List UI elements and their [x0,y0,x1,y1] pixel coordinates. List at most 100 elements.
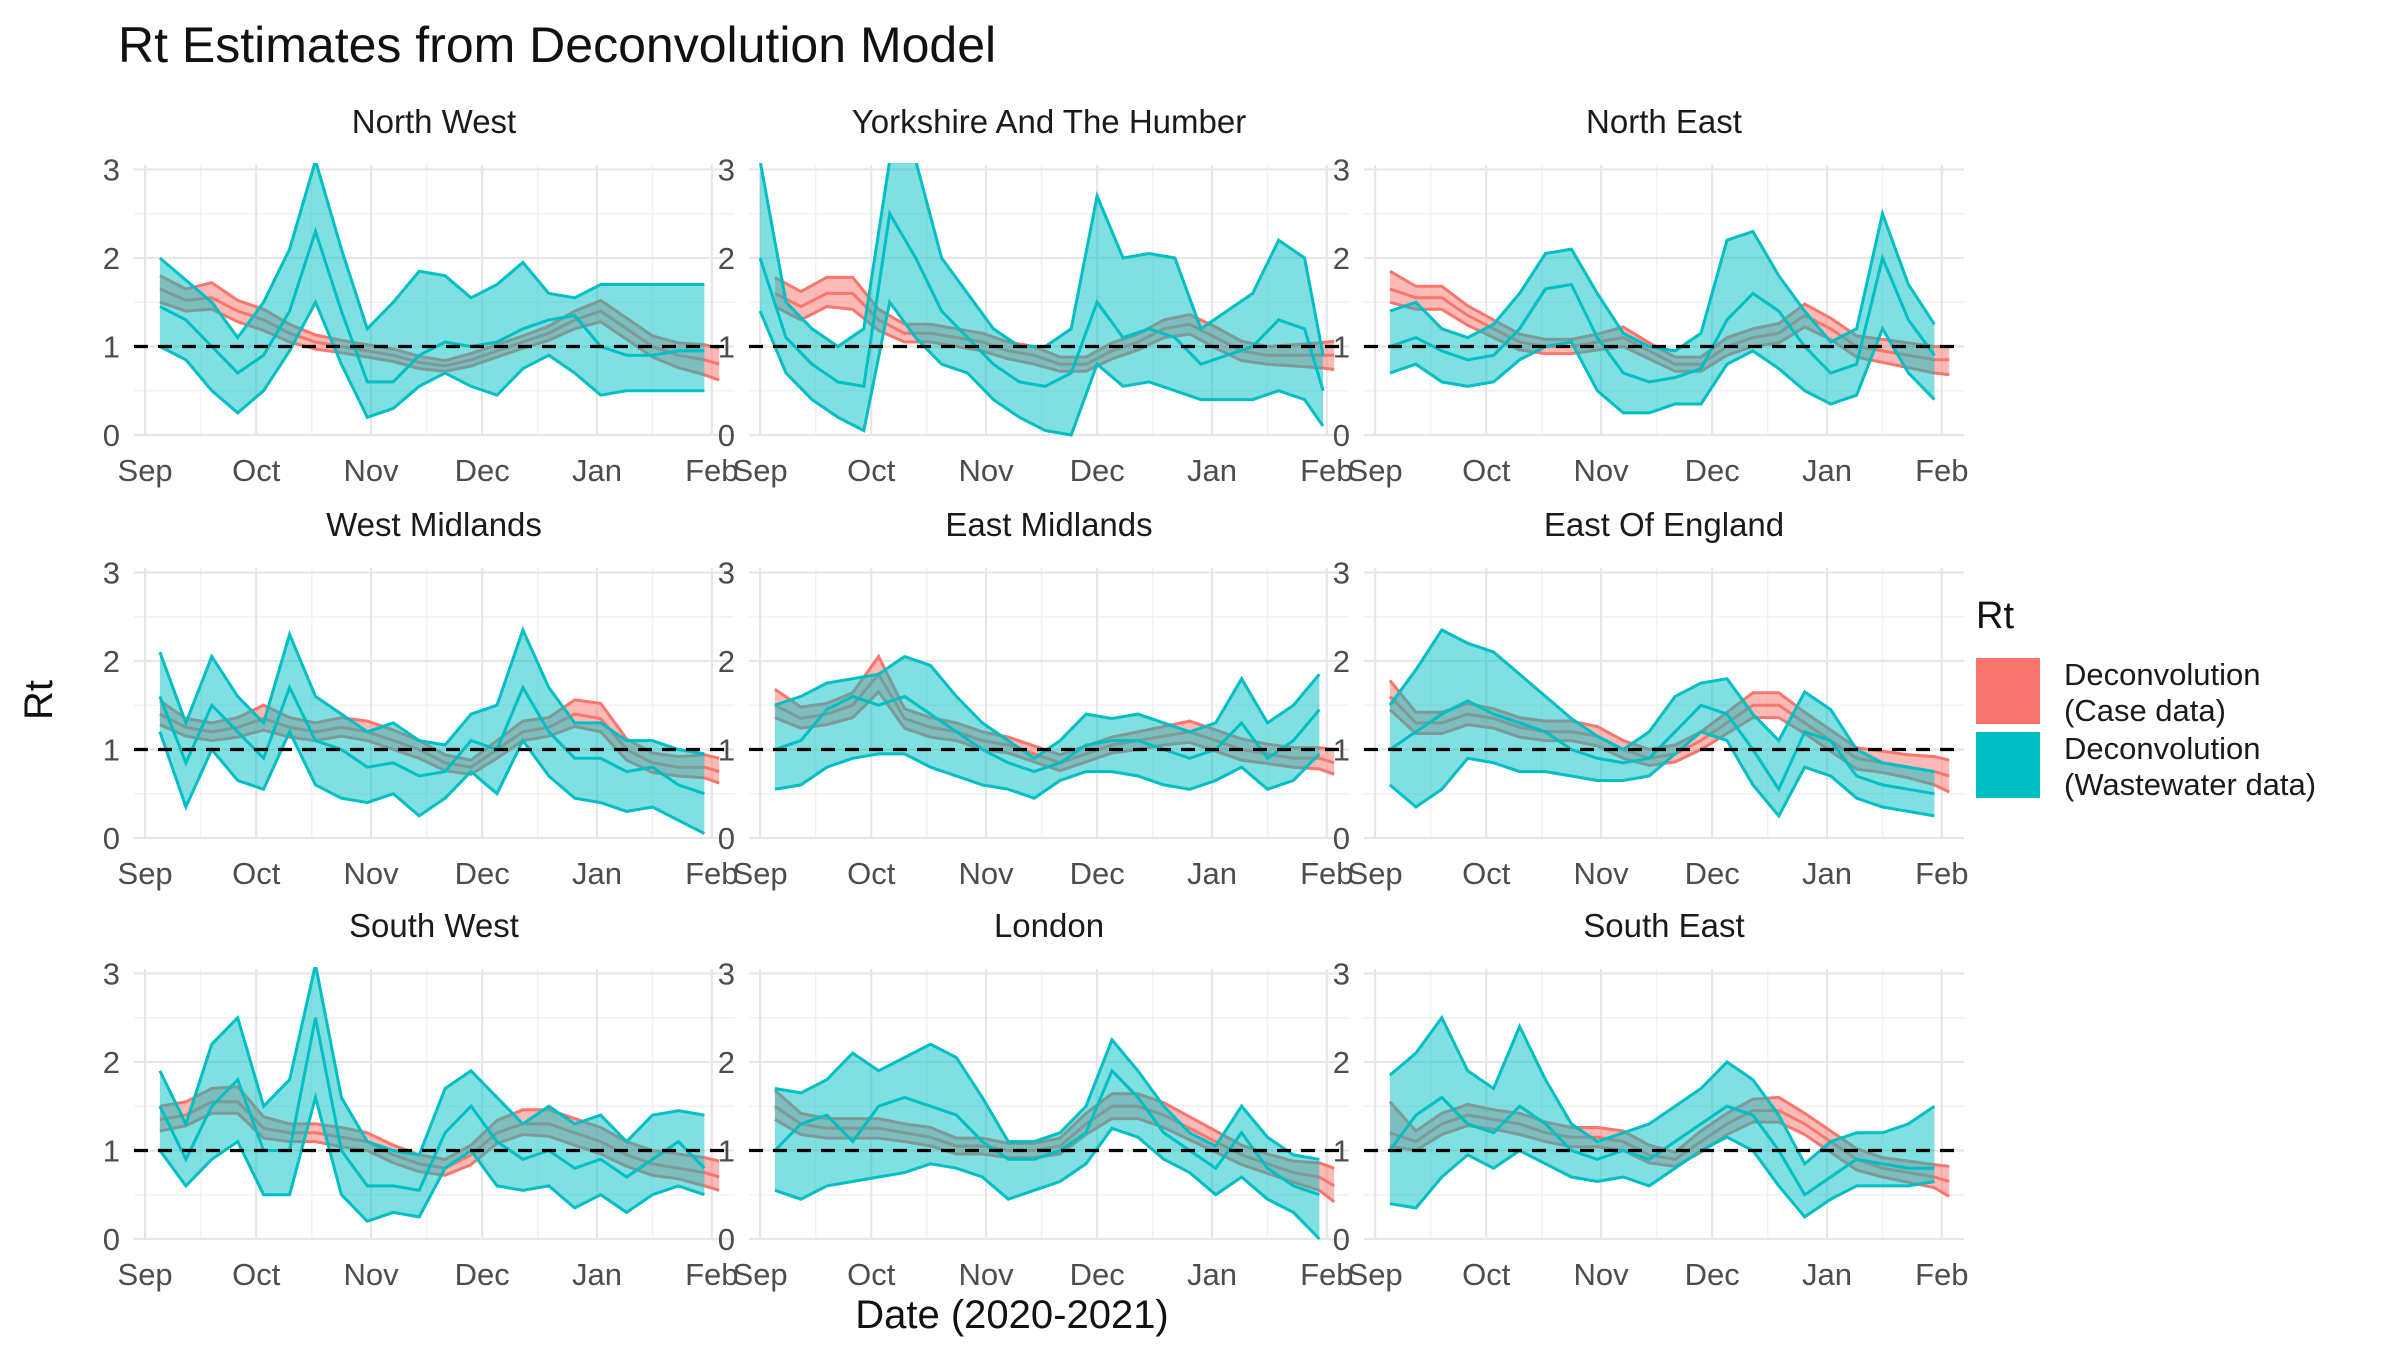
x-tick-label: Feb [685,856,738,891]
y-tick-label: 1 [718,732,735,767]
facet-yorkshire-and-the-humber: Yorkshire And The Humber 0 1 2 3 Sep Oct Nov Dec… [718,103,1354,488]
x-tick-label: Nov [343,1257,399,1292]
facet-east-of-england: East Of England 0 1 2 3 Sep Oct Nov Dec Jan Feb [1333,506,1969,891]
y-tick-label: 3 [718,555,735,590]
facet-title: Yorkshire And The Humber [852,103,1246,140]
x-tick-label: Dec [1685,1257,1740,1292]
facet-north-west: North West 0 1 2 3 Sep Oct Nov Dec Jan Feb [103,103,739,488]
x-tick-label: Nov [1573,453,1629,488]
facet-data [758,163,1335,437]
y-tick-label: 2 [103,1045,120,1080]
wastewater-mean-line [758,209,1325,392]
facet-data [773,1036,1336,1241]
legend-title: Rt [1976,595,2014,637]
x-tick-label: Jan [1187,1257,1237,1292]
wastewater-lower-line [774,752,1321,800]
facet-title: North West [352,103,516,140]
x-axis-title: Date (2020-2021) [855,1293,1169,1337]
x-tick-label: Jan [572,453,622,488]
y-tick-label: 1 [1333,329,1350,364]
x-tick-label: Dec [455,856,510,891]
x-tick-label: Nov [1573,856,1629,891]
x-tick-label: Nov [343,453,399,488]
wastewater-lower-line [1388,730,1935,819]
legend-label: Deconvolution [2064,657,2260,692]
x-tick-label: Dec [1070,453,1125,488]
wastewater-mean-line [1389,699,1935,796]
y-tick-label: 3 [1333,152,1350,187]
facet-title: London [994,907,1104,944]
y-tick-label: 0 [103,821,120,856]
wastewater-mean-line [1389,253,1936,384]
facet-title: South West [349,907,519,944]
x-tick-label: Nov [343,856,399,891]
y-tick-label: 2 [1333,644,1350,679]
x-tick-label: Sep [733,453,788,488]
facet-data [158,967,720,1224]
x-tick-label: Dec [1070,1257,1125,1292]
y-tick-label: 2 [718,644,735,679]
wastewater-upper-line [1388,628,1935,774]
x-tick-label: Sep [1348,856,1403,891]
facet-panels: North West 0 1 2 3 Sep Oct Nov Dec Jan Feb Yorkshir… [103,103,1969,1292]
wastewater-lower-line [774,1126,1321,1241]
facet-data [158,163,720,420]
facet-data [774,653,1335,800]
wastewater-lower-line [1389,325,1936,415]
facet-title: East Of England [1544,506,1784,543]
wastewater-lower-line [1389,1135,1935,1219]
facet-south-east: South East 0 1 2 3 Sep Oct Nov Dec Jan Feb [1333,907,1969,1292]
legend-key-case [1976,658,2040,724]
x-tick-label: Jan [572,1257,622,1292]
facet-title: South East [1583,907,1744,944]
facet-data [1388,628,1950,819]
x-tick-label: Feb [685,1257,738,1292]
y-tick-label: 3 [103,555,120,590]
x-tick-label: Oct [1462,453,1511,488]
x-tick-label: Sep [733,856,788,891]
y-tick-label: 3 [103,956,120,991]
wastewater-upper-line [158,163,705,341]
x-tick-label: Feb [1915,1257,1968,1292]
legend-key-wastewater [1976,732,2040,798]
x-tick-label: Dec [455,1257,510,1292]
y-tick-label: 2 [718,1045,735,1080]
wastewater-ribbon [774,656,1320,799]
x-tick-label: Oct [1462,1257,1511,1292]
y-tick-label: 1 [718,329,735,364]
facet-north-east: North East 0 1 2 3 Sep Oct Nov Dec Jan Feb [1333,103,1969,488]
wastewater-lower-line [158,728,706,835]
x-tick-label: Dec [1070,856,1125,891]
y-tick-label: 1 [103,732,120,767]
y-tick-label: 2 [1333,1045,1350,1080]
x-tick-label: Nov [958,453,1014,488]
x-tick-label: Sep [118,856,173,891]
x-tick-label: Feb [1300,453,1353,488]
x-tick-label: Feb [1915,856,1968,891]
facet-east-midlands: East Midlands 0 1 2 3 Sep Oct Nov Dec Jan Feb [718,506,1354,891]
facet-data [1388,1014,1950,1219]
y-tick-label: 3 [718,152,735,187]
x-tick-label: Oct [1462,856,1511,891]
y-tick-label: 1 [718,1133,735,1168]
y-tick-label: 0 [1333,821,1350,856]
y-tick-label: 2 [718,241,735,276]
y-tick-label: 0 [1333,1222,1350,1257]
x-tick-label: Jan [1802,856,1852,891]
x-tick-label: Oct [232,1257,281,1292]
wastewater-upper-line [158,625,705,756]
x-tick-label: Nov [958,1257,1014,1292]
x-tick-label: Feb [685,453,738,488]
legend: Rt Deconvolution(Case data)Deconvolution… [1976,595,2316,802]
legend-label: (Case data) [2064,693,2226,728]
wastewater-ribbon [1389,630,1935,816]
x-tick-label: Feb [1300,1257,1353,1292]
wastewater-upper-line [158,967,705,1157]
x-tick-label: Oct [232,856,281,891]
wastewater-ribbon [159,967,705,1222]
y-tick-label: 3 [1333,956,1350,991]
x-tick-label: Feb [1300,856,1353,891]
x-tick-label: Feb [1915,453,1968,488]
wastewater-ribbon [774,1039,1320,1239]
wastewater-ribbon [1389,213,1935,413]
